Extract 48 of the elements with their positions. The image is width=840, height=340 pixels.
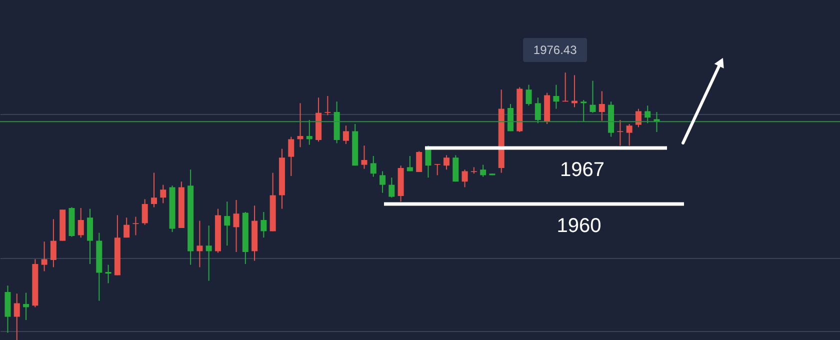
candlestick (288, 136, 294, 176)
candlestick (617, 120, 624, 146)
candlestick (462, 169, 468, 188)
candlestick (452, 154, 459, 182)
candlestick (160, 184, 166, 204)
candlestick (635, 108, 642, 128)
candlestick (590, 80, 596, 114)
annotation: 1976.43 (533, 43, 578, 57)
candlestick (23, 292, 30, 320)
candlestick (132, 216, 139, 236)
candlestick (87, 208, 94, 264)
candlestick (105, 264, 112, 284)
candlestick (444, 154, 450, 170)
candlestick (580, 100, 587, 122)
candlestick (233, 200, 240, 252)
candlestick (380, 170, 386, 194)
ref-line-label: 1960 (556, 215, 602, 237)
candlestick (534, 97, 541, 124)
candlestick (644, 105, 651, 124)
ref-line-label: 1967 (560, 159, 605, 181)
candlestick (50, 218, 56, 268)
candlestick (41, 241, 48, 272)
candlestick (224, 201, 230, 246)
candlestick (324, 96, 331, 116)
candlestick (151, 172, 157, 208)
candlestick (626, 124, 632, 146)
candlestick (425, 145, 432, 178)
candlestick (361, 145, 368, 170)
candlestick (260, 212, 267, 238)
candlestick (78, 208, 84, 238)
candlestick (480, 164, 486, 178)
candlestick (306, 120, 312, 146)
candlestick (196, 220, 203, 268)
candlestick (124, 217, 130, 238)
candlestick (370, 156, 376, 178)
candlestick (526, 84, 532, 106)
candlestick (598, 90, 605, 122)
candlestick (507, 104, 514, 132)
candlestick (406, 156, 413, 172)
candlestick (142, 198, 148, 226)
candlestick (388, 177, 395, 198)
candlestick (297, 102, 304, 148)
candlestick (14, 293, 20, 340)
candlestick (206, 225, 212, 282)
candlestick (553, 84, 560, 110)
candlestick (342, 125, 349, 144)
candlestick (434, 164, 440, 176)
candlestick (416, 150, 422, 172)
